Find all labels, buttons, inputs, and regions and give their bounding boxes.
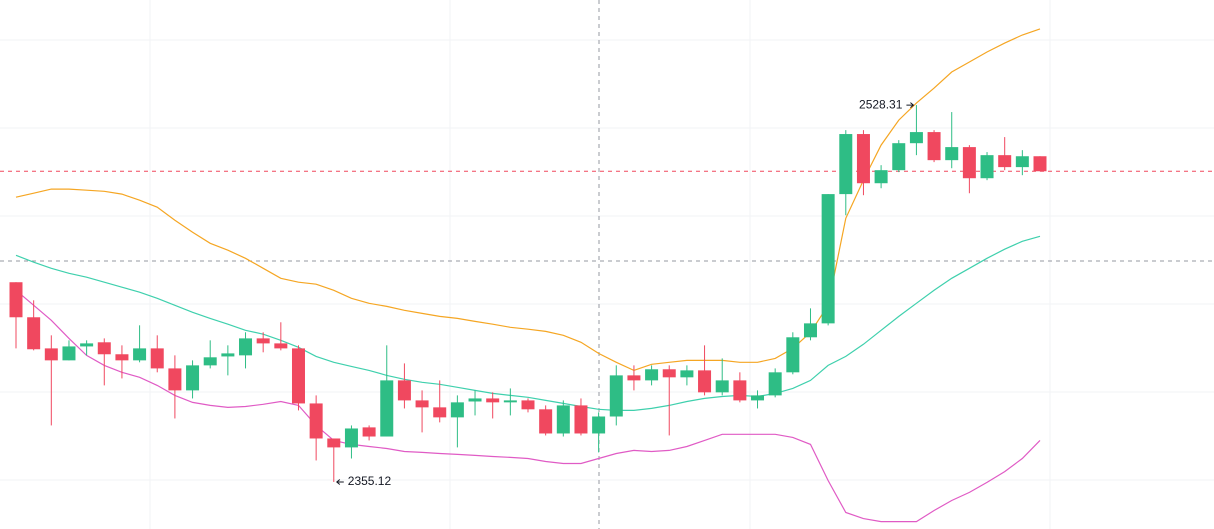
candle-body — [733, 380, 747, 401]
candle-body — [980, 155, 994, 179]
candle-body — [892, 143, 906, 171]
candle-body — [1015, 156, 1029, 168]
candle-body — [203, 357, 217, 366]
candle-body — [592, 416, 606, 434]
candle-body — [27, 317, 41, 350]
candle-body — [962, 147, 976, 179]
candle-body — [556, 405, 570, 434]
candle-body — [256, 338, 270, 344]
candle-body — [821, 194, 835, 324]
band-line — [15, 28, 1041, 372]
candle-body — [627, 375, 641, 381]
candle-body — [574, 405, 588, 434]
candle-body — [221, 353, 235, 357]
candle-body — [327, 438, 341, 448]
candle-body — [503, 400, 517, 403]
candle-body — [97, 342, 111, 355]
candle-body — [433, 407, 447, 418]
candle-body — [662, 369, 676, 378]
candle-body — [856, 134, 870, 184]
candle-body — [909, 132, 923, 144]
candle-body — [133, 348, 147, 361]
candle-body — [1033, 156, 1047, 172]
candle-body — [998, 155, 1012, 168]
candle-body — [715, 380, 729, 393]
candle-body — [80, 343, 94, 347]
candle-body — [415, 400, 429, 408]
candle-body — [362, 427, 376, 437]
candle-body — [115, 354, 129, 361]
candle-body — [150, 348, 164, 369]
candle-body — [680, 370, 694, 378]
candle-body — [44, 348, 58, 361]
candle-body — [62, 346, 76, 361]
candle-body — [186, 365, 200, 391]
candle-body — [609, 375, 623, 417]
candle-body — [874, 170, 888, 184]
candle-body — [9, 282, 23, 318]
candle-body — [786, 337, 800, 373]
candle-body — [927, 132, 941, 161]
candle-body — [450, 402, 464, 418]
candle-body — [945, 147, 959, 161]
candle-body — [803, 323, 817, 338]
candle-body — [168, 368, 182, 391]
low-label: 2355.12 — [348, 474, 392, 488]
candle-body — [380, 380, 394, 437]
high-label: 2528.31 — [859, 97, 903, 111]
candle-body — [751, 395, 765, 401]
candle-body — [539, 409, 553, 434]
candle-body — [768, 372, 782, 396]
high-arrow — [906, 102, 915, 108]
candle-body — [839, 134, 853, 195]
candle-body — [397, 380, 411, 401]
candle-body — [698, 370, 712, 393]
candle-body — [645, 369, 659, 381]
candle-body — [239, 338, 253, 356]
candle-body — [468, 398, 482, 402]
candle-body — [344, 428, 358, 448]
band-line — [15, 289, 1041, 523]
candle-body — [486, 398, 500, 403]
low-arrow — [336, 479, 344, 485]
candle-body — [521, 400, 535, 410]
candle-body — [274, 343, 288, 349]
candle-body — [291, 348, 305, 404]
candle-body — [309, 403, 323, 439]
band-line — [15, 235, 1041, 411]
